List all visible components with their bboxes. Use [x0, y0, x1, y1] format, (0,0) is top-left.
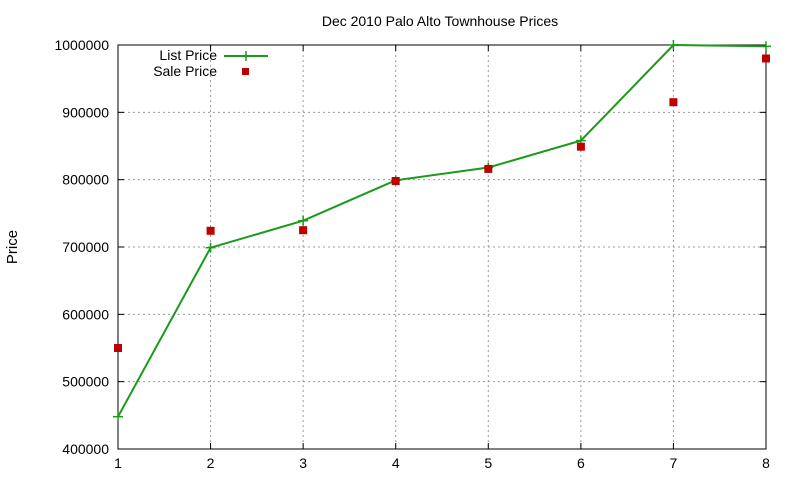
- sale-price-point: [484, 164, 493, 173]
- y-tick-label: 1000000: [54, 37, 109, 53]
- y-tick-label: 700000: [62, 239, 109, 255]
- sale-price-point: [762, 54, 770, 63]
- legend: List Price Sale Price: [153, 47, 268, 79]
- y-axis-label: Price: [4, 230, 21, 264]
- axis-ticks: 400000 500000 600000 700000 800000 900000 1000…: [54, 37, 770, 471]
- x-tick-label: 7: [670, 455, 678, 471]
- sale-price-point: [206, 226, 215, 235]
- grid: [118, 45, 766, 449]
- y-tick-label: 400000: [62, 441, 109, 457]
- legend-swatch-sale-price: [242, 68, 249, 75]
- sale-price-point: [114, 344, 122, 352]
- list-price-line: [117, 43, 767, 418]
- series-layer: [113, 40, 771, 422]
- y-tick-label: 900000: [62, 104, 109, 120]
- legend-label-list-price: List Price: [159, 47, 217, 63]
- y-tick-label: 600000: [62, 306, 109, 322]
- list-price-point: [205, 242, 216, 253]
- y-tick-label: 500000: [62, 374, 109, 390]
- chart-title: Dec 2010 Palo Alto Townhouse Prices: [322, 13, 558, 29]
- x-tick-label: 6: [577, 455, 585, 471]
- sale-price-point: [576, 142, 585, 151]
- list-price-point: [298, 215, 309, 226]
- legend-plus-marker: [241, 51, 251, 61]
- y-tick-label: 800000: [62, 172, 109, 188]
- x-tick-label: 4: [392, 455, 400, 471]
- sale-price-point: [391, 177, 400, 185]
- sale-price-point: [299, 226, 308, 235]
- x-tick-label: 2: [207, 455, 215, 471]
- x-tick-label: 1: [114, 455, 122, 471]
- list-price-point: [113, 411, 123, 422]
- x-tick-label: 5: [484, 455, 492, 471]
- x-tick-label: 8: [762, 455, 770, 471]
- legend-label-sale-price: Sale Price: [153, 63, 217, 79]
- list-price-point: [761, 41, 771, 52]
- sale-price-point: [669, 98, 678, 107]
- x-tick-label: 3: [299, 455, 307, 471]
- list-price-point: [668, 40, 679, 50]
- plot-border: [117, 44, 767, 450]
